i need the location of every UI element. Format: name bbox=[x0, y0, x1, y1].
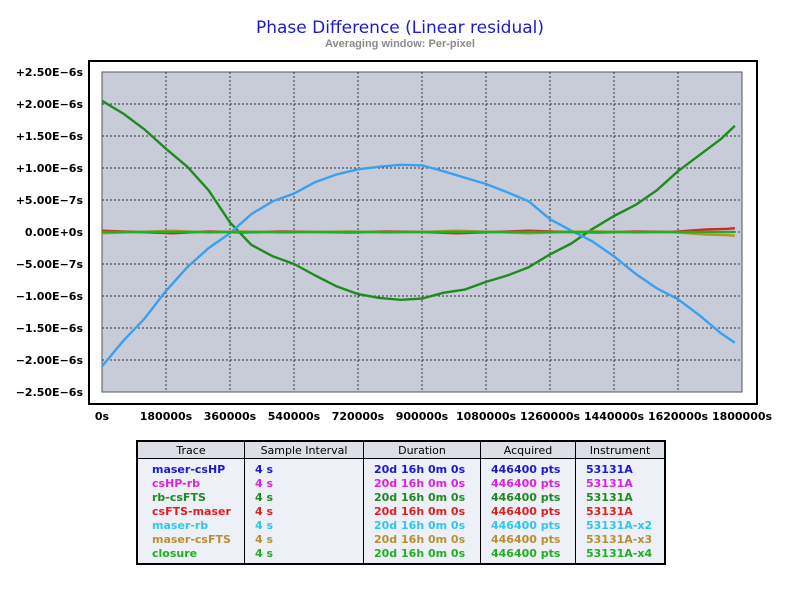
x-tick-label: 540000s bbox=[268, 410, 321, 423]
y-tick-label: −1.50E−6s bbox=[16, 322, 84, 335]
legend-instrument: 53131A bbox=[575, 504, 666, 518]
phase-difference-chart: +2.50E−6s +2.00E−6s +1.50E−6s +1.00E−6s +5.0… bbox=[16, 60, 773, 423]
y-tick-label: −1.00E−6s bbox=[16, 290, 84, 303]
legend-acquired: 446400 pts bbox=[480, 458, 576, 476]
series-layer bbox=[101, 99, 736, 368]
header-instrument: Instrument bbox=[575, 440, 666, 459]
legend-trace-name: maser-csFTS bbox=[136, 532, 245, 546]
legend-acquired: 446400 pts bbox=[480, 476, 576, 490]
x-tick-label: 0s bbox=[95, 410, 110, 423]
legend-instrument: 53131A-x2 bbox=[575, 518, 666, 532]
legend-table: Trace Sample Interval Duration Acquired … bbox=[136, 440, 666, 565]
legend-trace-name: rb-csFTS bbox=[136, 490, 245, 504]
x-tick-label: 720000s bbox=[332, 410, 385, 423]
legend-acquired: 446400 pts bbox=[480, 504, 576, 518]
header-duration: Duration bbox=[363, 440, 481, 459]
legend-instrument: 53131A bbox=[575, 458, 666, 476]
legend-sample-interval: 4 s bbox=[244, 458, 364, 476]
legend-acquired: 446400 pts bbox=[480, 518, 576, 532]
legend-instrument: 53131A-x4 bbox=[575, 546, 666, 564]
y-tick-label: +2.50E−6s bbox=[16, 66, 84, 79]
legend-row: csFTS-maser 4 s 20d 16h 0m 0s 446400 pts 531… bbox=[136, 504, 666, 518]
legend-trace-name: csHP-rb bbox=[136, 476, 245, 490]
legend-duration: 20d 16h 0m 0s bbox=[363, 532, 481, 546]
legend-row: closure 4 s 20d 16h 0m 0s 446400 pts 53131A-… bbox=[136, 546, 666, 564]
header-sample-interval: Sample Interval bbox=[244, 440, 364, 459]
legend-duration: 20d 16h 0m 0s bbox=[363, 546, 481, 564]
legend-trace-name: csFTS-maser bbox=[136, 504, 245, 518]
series-line-maser-rb bbox=[101, 163, 736, 368]
legend-sample-interval: 4 s bbox=[244, 490, 364, 504]
legend-duration: 20d 16h 0m 0s bbox=[363, 476, 481, 490]
y-tick-label: +5.00E−7s bbox=[16, 194, 84, 207]
x-tick-label: 1620000s bbox=[648, 410, 709, 423]
legend-row: maser-csFTS 4 s 20d 16h 0m 0s 446400 pts 531… bbox=[136, 532, 666, 546]
legend-sample-interval: 4 s bbox=[244, 546, 364, 564]
legend-acquired: 446400 pts bbox=[480, 546, 576, 564]
x-tick-label: 180000s bbox=[140, 410, 193, 423]
legend-duration: 20d 16h 0m 0s bbox=[363, 504, 481, 518]
legend-instrument: 53131A bbox=[575, 476, 666, 490]
y-tick-label: −2.00E−6s bbox=[16, 354, 84, 367]
legend-sample-interval: 4 s bbox=[244, 532, 364, 546]
header-trace: Trace bbox=[136, 440, 245, 459]
y-tick-label: 0.00E+0s bbox=[25, 226, 84, 239]
x-tick-label: 1800000s bbox=[712, 410, 773, 423]
legend-trace-name: maser-csHP bbox=[136, 458, 245, 476]
legend-trace-name: closure bbox=[136, 546, 245, 564]
y-tick-label: +1.50E−6s bbox=[16, 130, 84, 143]
y-tick-label: +1.00E−6s bbox=[16, 162, 84, 175]
legend-sample-interval: 4 s bbox=[244, 504, 364, 518]
chart-title: Phase Difference (Linear residual) bbox=[255, 18, 545, 38]
series-line-rb-csfts bbox=[101, 99, 736, 301]
x-tick-label: 900000s bbox=[396, 410, 449, 423]
x-tick-label: 1440000s bbox=[584, 410, 645, 423]
header-acquired: Acquired bbox=[480, 440, 576, 459]
legend-row: maser-csHP 4 s 20d 16h 0m 0s 446400 pts 5313… bbox=[136, 458, 666, 476]
y-tick-label: +2.00E−6s bbox=[16, 98, 84, 111]
legend-duration: 20d 16h 0m 0s bbox=[363, 518, 481, 532]
legend-instrument: 53131A-x3 bbox=[575, 532, 666, 546]
legend-acquired: 446400 pts bbox=[480, 490, 576, 504]
x-tick-label: 1260000s bbox=[520, 410, 581, 423]
chart-subtitle: Averaging window: Per-pixel bbox=[325, 38, 475, 50]
legend-header-row: Trace Sample Interval Duration Acquired … bbox=[136, 440, 666, 459]
legend-duration: 20d 16h 0m 0s bbox=[363, 458, 481, 476]
axis-labels: +2.50E−6s +2.00E−6s +1.50E−6s +1.00E−6s +5.0… bbox=[16, 66, 773, 423]
y-tick-label: −2.50E−6s bbox=[16, 386, 84, 399]
legend-instrument: 53131A bbox=[575, 490, 666, 504]
legend-sample-interval: 4 s bbox=[244, 476, 364, 490]
legend-duration: 20d 16h 0m 0s bbox=[363, 490, 481, 504]
legend-row: maser-rb 4 s 20d 16h 0m 0s 446400 pts 53131A… bbox=[136, 518, 666, 532]
x-tick-label: 360000s bbox=[204, 410, 257, 423]
legend-row: csHP-rb 4 s 20d 16h 0m 0s 446400 pts 53131A bbox=[136, 476, 666, 490]
legend-sample-interval: 4 s bbox=[244, 518, 364, 532]
legend-acquired: 446400 pts bbox=[480, 532, 576, 546]
x-tick-label: 1080000s bbox=[456, 410, 517, 423]
y-tick-label: −5.00E−7s bbox=[16, 258, 84, 271]
legend-row: rb-csFTS 4 s 20d 16h 0m 0s 446400 pts 53131A bbox=[136, 490, 666, 504]
legend-body: maser-csHP 4 s 20d 16h 0m 0s 446400 pts 5313… bbox=[136, 458, 666, 564]
legend-trace-name: maser-rb bbox=[136, 518, 245, 532]
